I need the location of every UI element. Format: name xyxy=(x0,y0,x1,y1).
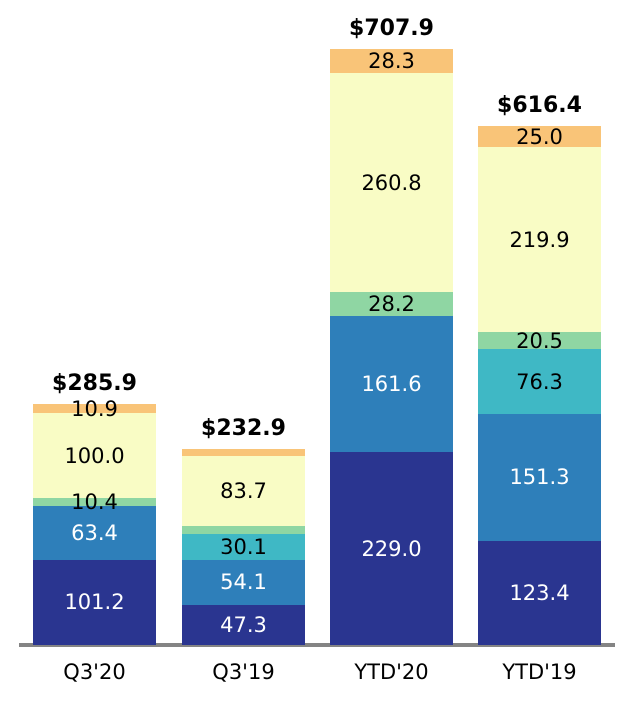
segment-value-label: 25.0 xyxy=(516,124,563,149)
segment-navy xyxy=(33,559,156,645)
segment-blue xyxy=(182,559,305,606)
segment-yellow xyxy=(182,455,305,527)
segment-value-label: 260.8 xyxy=(361,170,422,195)
x-axis-tick-label: YTD'20 xyxy=(354,660,429,684)
segment-value-label: 101.2 xyxy=(64,590,125,615)
segment-orange xyxy=(330,48,453,73)
segment-value-label: 20.5 xyxy=(516,328,563,353)
bar-total-label: $232.9 xyxy=(201,415,286,441)
segment-yellow xyxy=(330,72,453,293)
segment-navy xyxy=(182,605,305,645)
segment-value-label: 229.0 xyxy=(361,536,422,561)
segment-green xyxy=(33,497,156,507)
x-axis-line xyxy=(19,643,615,647)
segment-yellow xyxy=(33,413,156,498)
segment-value-label: 151.3 xyxy=(509,465,570,490)
segment-value-label: 219.9 xyxy=(509,227,570,252)
segment-green xyxy=(478,332,601,350)
segment-value-label: 10.9 xyxy=(71,396,118,421)
segment-value-label: 54.1 xyxy=(220,570,267,595)
segment-orange xyxy=(478,125,601,148)
segment-teal xyxy=(182,534,305,560)
bar-total-label: $616.4 xyxy=(497,92,582,118)
segment-blue xyxy=(478,413,601,542)
segment-value-label: 76.3 xyxy=(516,369,563,394)
segment-value-label: 161.6 xyxy=(361,372,422,397)
segment-orange xyxy=(33,404,156,414)
segment-value-label: 30.1 xyxy=(220,534,267,559)
segment-value-label: 63.4 xyxy=(71,521,118,546)
segment-green xyxy=(330,292,453,317)
segment-value-label: 123.4 xyxy=(509,581,570,606)
segment-orange xyxy=(182,448,305,456)
bar-total-label: $285.9 xyxy=(52,371,137,397)
segment-navy xyxy=(330,452,453,645)
segment-blue xyxy=(33,506,156,560)
segment-value-label: 47.3 xyxy=(220,613,267,638)
bar-total-label: $707.9 xyxy=(349,15,434,41)
segment-blue xyxy=(330,316,453,453)
segment-teal xyxy=(478,349,601,414)
x-axis-tick-label: Q3'19 xyxy=(212,660,275,684)
x-axis-tick-label: Q3'20 xyxy=(63,660,126,684)
x-axis-tick-label: YTD'19 xyxy=(502,660,577,684)
segment-navy xyxy=(478,541,601,645)
segment-value-label: 28.3 xyxy=(368,48,415,73)
segment-green xyxy=(182,526,305,535)
segment-value-label: 28.2 xyxy=(368,292,415,317)
segment-value-label: 83.7 xyxy=(220,479,267,504)
segment-yellow xyxy=(478,147,601,333)
segment-value-label: 100.0 xyxy=(64,443,125,468)
segment-value-label: 10.4 xyxy=(71,490,118,515)
